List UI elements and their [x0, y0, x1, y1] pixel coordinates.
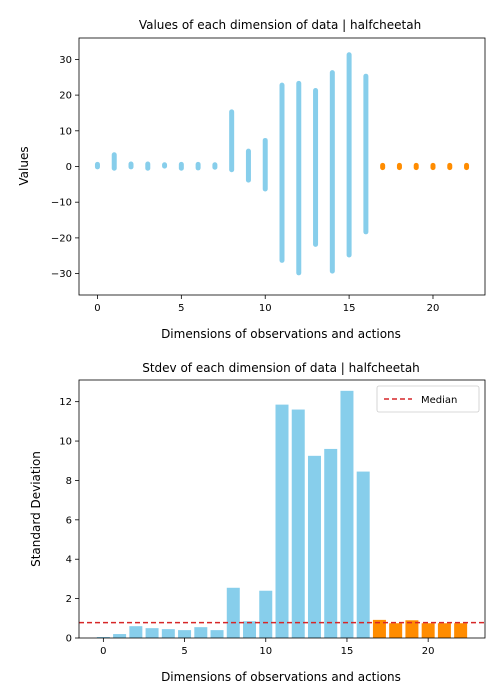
stdev-bar	[275, 404, 289, 638]
values-point-range	[380, 162, 386, 171]
stdev-chart-x-tick-label: 5	[181, 646, 187, 657]
stdev-chart-y-ticks: 0 2 4 6 8 10 12	[59, 397, 79, 645]
values-chart-x-tick-label: 5	[178, 303, 184, 314]
stdev-bar	[129, 626, 143, 638]
stdev-chart-x-tick-label: 15	[341, 646, 354, 657]
values-chart-x-tick-label: 15	[343, 303, 356, 314]
stdev-chart-y-tick-label: 0	[66, 634, 72, 645]
stdev-bar	[437, 623, 451, 638]
stdev-bar	[405, 620, 419, 638]
stdev-chart-frame	[78, 379, 486, 639]
values-point-range	[262, 137, 268, 192]
values-chart-title: Values of each dimension of data | halfc…	[139, 18, 421, 32]
values-point-range	[296, 80, 302, 276]
values-chart-y-tick-label: −30	[51, 269, 72, 280]
stdev-chart-plot-area	[79, 390, 485, 638]
values-chart-y-tick-label: 30	[59, 55, 72, 66]
stdev-bar	[145, 628, 159, 638]
stdev-chart: Stdev of each dimension of data | halfch…	[29, 361, 486, 684]
stdev-bar	[161, 629, 175, 638]
values-point-range	[145, 161, 151, 171]
values-point-range	[313, 87, 319, 247]
values-chart-plot-area	[94, 52, 470, 276]
values-chart-y-label: Values	[17, 146, 31, 185]
values-chart-y-tick-label: −20	[51, 233, 72, 244]
values-chart-x-label: Dimensions of observations and actions	[161, 327, 401, 341]
values-chart-y-tick-label: 10	[59, 126, 72, 137]
stdev-bar	[307, 455, 321, 638]
values-point-range	[464, 162, 470, 171]
stdev-chart-x-label: Dimensions of observations and actions	[161, 670, 401, 684]
stdev-bar	[178, 630, 192, 638]
stdev-bar	[226, 587, 240, 638]
stdev-bar	[210, 630, 224, 638]
legend-box	[376, 385, 480, 413]
stdev-chart-y-tick-label: 8	[66, 476, 72, 487]
stdev-bar	[356, 471, 370, 638]
stdev-bar	[324, 448, 338, 638]
values-point-range	[245, 148, 251, 183]
values-chart-y-tick-label: 0	[66, 162, 72, 173]
stdev-chart-y-tick-label: 6	[66, 515, 72, 526]
stdev-chart-title: Stdev of each dimension of data | halfch…	[142, 361, 420, 375]
stdev-chart-y-tick-label: 12	[59, 397, 72, 408]
values-point-range	[430, 162, 436, 171]
stdev-chart-x-ticks: 0 5 10 15 20	[100, 638, 435, 657]
values-point-range	[111, 152, 117, 171]
stdev-chart-y-tick-label: 2	[66, 594, 72, 605]
stdev-chart-x-tick-label: 20	[422, 646, 435, 657]
values-chart-x-tick-label: 10	[259, 303, 272, 314]
legend-median-label: Median	[421, 395, 457, 406]
stdev-chart-x-tick-label: 10	[259, 646, 272, 657]
values-chart-x-ticks: 0 5 10 15 20	[94, 295, 439, 314]
values-point-range	[178, 161, 184, 171]
values-chart-y-ticks: −30 −20 −10 0 10 20 30	[51, 55, 79, 280]
values-point-range	[396, 162, 402, 171]
values-chart-y-tick-label: 20	[59, 91, 72, 102]
stdev-chart-x-tick-label: 0	[100, 646, 106, 657]
stdev-chart-y-tick-label: 4	[66, 555, 72, 566]
values-point-range	[94, 161, 100, 170]
values-point-range	[363, 73, 369, 235]
stdev-bar	[421, 623, 435, 638]
values-point-range	[195, 161, 201, 171]
stdev-bar	[372, 619, 386, 638]
stdev-bar	[340, 390, 354, 638]
values-point-range	[279, 82, 285, 263]
values-point-range	[346, 52, 352, 258]
stdev-bar	[243, 621, 257, 638]
values-chart: Values of each dimension of data | halfc…	[17, 18, 486, 341]
values-point-range	[447, 162, 453, 171]
stdev-chart-y-tick-label: 10	[59, 437, 72, 448]
stdev-bar	[113, 634, 127, 638]
stdev-bar	[454, 623, 468, 638]
values-point-range	[128, 161, 134, 170]
stdev-bar	[291, 409, 305, 638]
values-chart-x-tick-label: 0	[94, 303, 100, 314]
stdev-bar	[259, 590, 273, 638]
stdev-chart-legend: Median	[376, 385, 480, 413]
values-point-range	[212, 162, 218, 170]
stdev-bar	[194, 627, 208, 638]
values-point-range	[413, 162, 419, 171]
values-point-range	[329, 70, 335, 274]
stdev-chart-y-label: Standard Deviation	[29, 451, 43, 567]
stdev-bar	[389, 623, 403, 638]
values-chart-x-tick-label: 20	[427, 303, 440, 314]
values-point-range	[162, 162, 168, 169]
stdev-bar	[96, 637, 110, 638]
values-point-range	[229, 109, 235, 173]
values-chart-y-tick-label: −10	[51, 198, 72, 209]
